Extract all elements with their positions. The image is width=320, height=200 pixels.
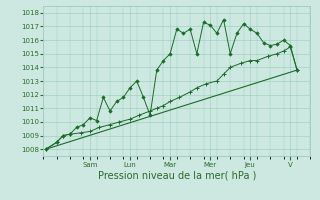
X-axis label: Pression niveau de la mer( hPa ): Pression niveau de la mer( hPa ) [98, 170, 256, 180]
